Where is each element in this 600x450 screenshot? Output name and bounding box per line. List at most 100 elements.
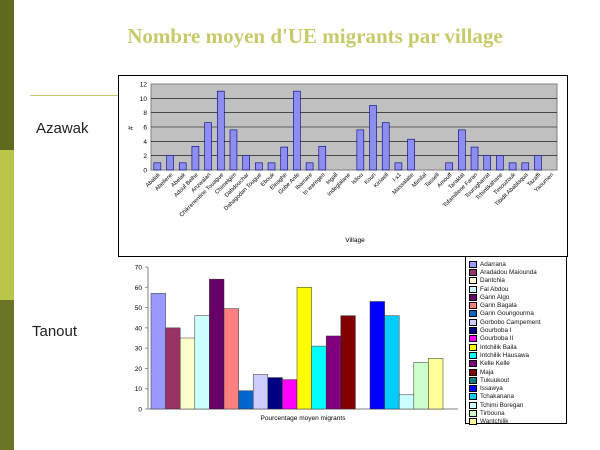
tanout-bar [398,394,415,410]
azawak-bar [407,138,415,171]
legend-swatch [469,409,477,417]
legend-label: Tchakanana [480,393,514,401]
azawak-bar [153,162,162,171]
azawak-y-axis-label: # [128,126,135,130]
legend-label: Wantchilik [480,418,509,426]
legend-swatch [469,385,477,393]
tanout-bar [252,374,269,410]
azawak-bar [483,155,492,171]
azawak-bar [521,162,530,171]
legend-item: Intchilik Hausawa [469,351,564,359]
azawak-x-axis-label: Village [345,237,365,244]
azawak-bar [204,122,212,171]
legend-swatch [469,293,477,301]
tanout-bar [369,301,385,410]
slide-title: Nombre moyen d'UE migrants par village [127,24,503,48]
legend-swatch [469,285,477,293]
azawak-bar [255,162,263,171]
tanout-bar [267,377,283,410]
legend-swatch [469,360,477,368]
azawak-y-tick-label: 10 [140,96,148,103]
azawak-y-tick-label: 4 [143,139,147,146]
tanout-chart: 0 10 20 30 40 50 60 70 Pourcentage moyen migrant… [118,258,464,426]
tanout-bar [340,315,356,410]
azawak-bar [356,129,365,171]
azawak-bar [242,155,250,171]
legend-swatch [469,376,477,384]
tanout-chart-legend: Adarrana Aradadou Maiounda Dantchia Fal Abd… [465,256,567,426]
legend-label: Intchilik Baila [480,343,517,351]
left-accent-band-middle [0,150,14,300]
legend-swatch [469,260,477,268]
legend-label: Dantchia [480,277,505,285]
tanout-bar [296,287,312,410]
legend-label: Gorbobo Campement [480,318,541,326]
azawak-bar [508,162,517,171]
azawak-y-tick-label: 2 [143,153,147,160]
azawak-category-label: Isliou [351,172,365,186]
legend-label: Fal Abdou [480,285,509,293]
legend-label: Garin Goungourma [480,310,534,318]
legend-swatch [469,368,477,376]
tanout-bar [413,362,429,410]
legend-swatch [469,268,477,276]
azawak-bar [191,146,200,171]
legend-swatch [469,335,477,343]
tanout-bar [165,327,181,410]
legend-swatch [469,318,477,326]
tanout-y-tick-label: 70 [135,265,143,272]
legend-label: Issawya [480,385,503,393]
azawak-bar [318,146,327,171]
legend-item: Tchimi Boregan [469,401,564,409]
legend-swatch [469,310,477,318]
azawak-y-tick-label: 0 [143,168,147,175]
azawak-bar [445,162,453,171]
tanout-y-tick-label: 20 [135,366,143,373]
legend-label: Garin Bagala [480,302,517,310]
azawak-bar [369,105,377,171]
legend-label: Tchimi Boregan [480,401,524,409]
legend-swatch [469,393,477,401]
tanout-bar [311,345,327,410]
azawak-y-tick-label: 12 [140,82,148,89]
tanout-bar [223,308,239,410]
legend-label: Tirbouna [480,409,505,417]
legend-item: Fal Abdou [469,285,564,293]
tanout-bar [194,315,210,410]
tanout-y-tick-label: 0 [138,407,142,414]
legend-swatch [469,418,477,426]
tanout-bar [282,379,298,410]
tanout-bar [209,278,225,410]
azawak-bar [293,90,301,171]
legend-label: Gourboba I [480,327,512,335]
legend-item: Adarrana [469,260,564,268]
tanout-y-tick-label: 30 [135,346,143,353]
region-label-tanout: Tanout [32,323,78,340]
azawak-bar [305,162,314,171]
legend-swatch [469,343,477,351]
legend-item: Gorbobo Campement [469,318,564,326]
tanout-y-tick-label: 10 [135,386,143,393]
legend-item: Garin Goungourma [469,310,564,318]
azawak-bar [394,162,403,171]
azawak-y-tick-label: 8 [143,110,147,117]
legend-label: Tukuukout [480,376,510,384]
azawak-bar [381,122,390,171]
tanout-bar [150,293,166,410]
azawak-bar [229,129,238,171]
legend-item: Gourboba II [469,335,564,343]
legend-item: Intchilik Baila [469,343,564,351]
azawak-chart: 0 2 4 6 8 10 12 Abalak Abeilene Abelak Adouf Belhe… [118,75,568,257]
legend-label: Adarrana [480,260,506,268]
legend-item: Tukuukout [469,376,564,384]
tanout-bar [179,337,196,410]
legend-item: Garin Algo [469,293,564,301]
azawak-bar [267,162,276,171]
legend-item: Dantchia [469,277,564,285]
tanout-x-axis-label: Pourcentage moyen migrants [261,415,347,422]
azawak-bar [470,146,479,171]
title-rule [30,95,120,96]
legend-swatch [469,351,477,359]
azawak-bar [178,162,187,171]
legend-item: Wantchilik [469,418,564,426]
